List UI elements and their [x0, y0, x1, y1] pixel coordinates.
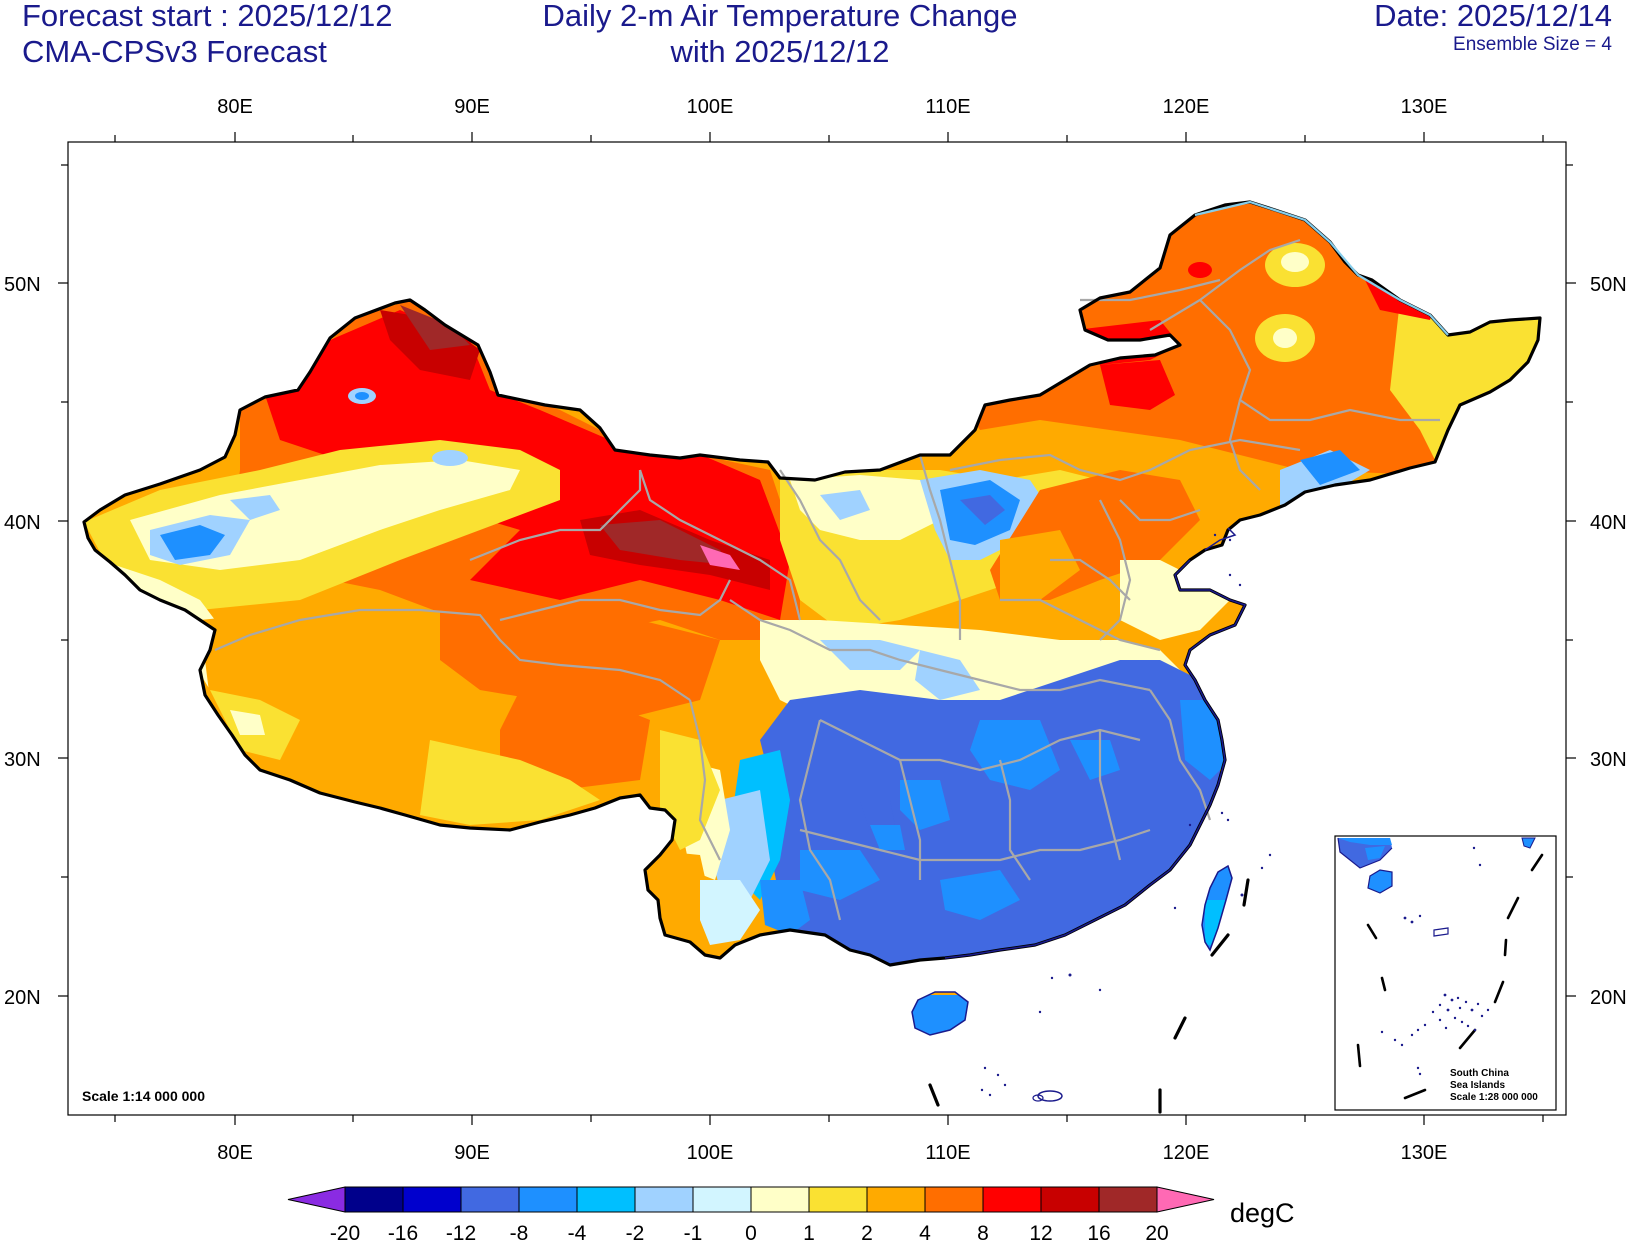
- colorbar-swatch: [982, 1186, 1042, 1213]
- colorbar-swatch: [808, 1186, 868, 1213]
- colorbar-unit: degC: [1230, 1198, 1295, 1228]
- colorbar-swatch: [518, 1186, 578, 1213]
- colorbar-swatch: [1098, 1186, 1158, 1213]
- lon-label-80e-bottom: 80E: [217, 1142, 253, 1164]
- colorbar-label: 16: [1087, 1222, 1110, 1241]
- lat-label-40n-right: 40N: [1590, 512, 1627, 534]
- lon-label-100e-bottom: 100E: [687, 1142, 734, 1164]
- inset-scale: Scale 1:28 000 000: [1450, 1092, 1538, 1103]
- forecast-start: Forecast start : 2025/12/12: [22, 0, 393, 33]
- map-title: Daily 2-m Air Temperature Change with 20…: [0, 0, 1632, 70]
- colorbar-swatch: [866, 1186, 926, 1213]
- lat-label-20n-right: 20N: [1590, 987, 1627, 1009]
- province-boundaries: [214, 238, 1440, 921]
- lon-label-130e-bottom: 130E: [1401, 1142, 1448, 1164]
- lat-label-50n-right: 50N: [1590, 274, 1627, 296]
- colorbar-label: -2: [626, 1222, 645, 1241]
- lon-label-100e-top: 100E: [687, 96, 734, 118]
- colorbar-label: -8: [510, 1222, 529, 1241]
- colorbar: -20 -16 -12 -8 -4 -2 -1 0 1 2 4 8 12 16 20: [287, 1186, 1215, 1241]
- colorbar-label: -16: [388, 1222, 418, 1241]
- colorbar-label: 8: [977, 1222, 989, 1241]
- lon-label-120e-top: 120E: [1163, 96, 1210, 118]
- lon-label-120e-bottom: 120E: [1163, 1142, 1210, 1164]
- colorbar-low-arrow: [287, 1186, 346, 1213]
- title-line-1: Daily 2-m Air Temperature Change: [542, 0, 1018, 33]
- lat-label-20n-left: 20N: [4, 987, 41, 1009]
- lat-label-40n-left: 40N: [4, 512, 41, 534]
- lat-label-30n-right: 30N: [1590, 749, 1627, 771]
- nine-dash-line: [928, 878, 1250, 1114]
- colorbar-label: 1: [803, 1222, 815, 1241]
- colorbar-swatch: [402, 1186, 462, 1213]
- coastline: [944, 559, 1247, 959]
- taiwan-outline: [1201, 864, 1233, 952]
- valid-date: Date: 2025/12/14: [1374, 0, 1612, 33]
- colorbar-swatch: [1040, 1186, 1100, 1213]
- colorbar-swatch: [692, 1186, 752, 1213]
- inset-title-line1: South China: [1450, 1068, 1509, 1079]
- lon-label-110e-bottom: 110E: [925, 1142, 970, 1164]
- colorbar-swatch: [634, 1186, 694, 1213]
- lon-label-80e-top: 80E: [217, 96, 253, 118]
- title-line-2: with 2025/12/12: [670, 34, 890, 69]
- colorbar-label: 20: [1145, 1222, 1168, 1241]
- colorbar-swatch: [344, 1186, 404, 1213]
- model-name: CMA-CPSv3 Forecast: [22, 34, 327, 69]
- lon-label-130e-top: 130E: [1401, 96, 1448, 118]
- colorbar-label: 0: [745, 1222, 757, 1241]
- colorbar-swatch: [460, 1186, 520, 1213]
- colorbar-label: -12: [446, 1222, 476, 1241]
- colorbar-label: -4: [568, 1222, 587, 1241]
- lat-label-50n-left: 50N: [4, 274, 41, 296]
- national-boundary: [82, 200, 1542, 967]
- graticule-ticks: [58, 132, 1576, 1125]
- colorbar-swatch: [924, 1186, 984, 1213]
- lon-label-90e-top: 90E: [454, 96, 490, 118]
- lat-label-30n-left: 30N: [4, 749, 41, 771]
- ensemble-size: Ensemble Size = 4: [1453, 34, 1612, 55]
- forecast-info: Forecast start : 2025/12/12 CMA-CPSv3 Fo…: [22, 0, 393, 70]
- colorbar-label: 4: [919, 1222, 931, 1241]
- south-china-sea-inset: South China Sea Islands Scale 1:28 000 0…: [1334, 835, 1557, 1111]
- colorbar-label: -20: [330, 1222, 360, 1241]
- hainan-outline: [911, 991, 969, 1036]
- map-scale-label: Scale 1:14 000 000: [82, 1088, 205, 1104]
- lon-label-90e-bottom: 90E: [454, 1142, 490, 1164]
- colorbar-label: 12: [1029, 1222, 1052, 1241]
- colorbar-swatch: [576, 1186, 636, 1213]
- small-islands: [980, 533, 1272, 1097]
- colorbar-label: -1: [684, 1222, 703, 1241]
- colorbar-swatch: [750, 1186, 810, 1213]
- colorbar-high-arrow: [1156, 1186, 1215, 1213]
- date-info: Date: 2025/12/14 Ensemble Size = 4: [1374, 0, 1612, 56]
- inset-title-line2: Sea Islands: [1450, 1080, 1505, 1091]
- lon-label-110e-top: 110E: [925, 96, 970, 118]
- colorbar-label: 2: [861, 1222, 873, 1241]
